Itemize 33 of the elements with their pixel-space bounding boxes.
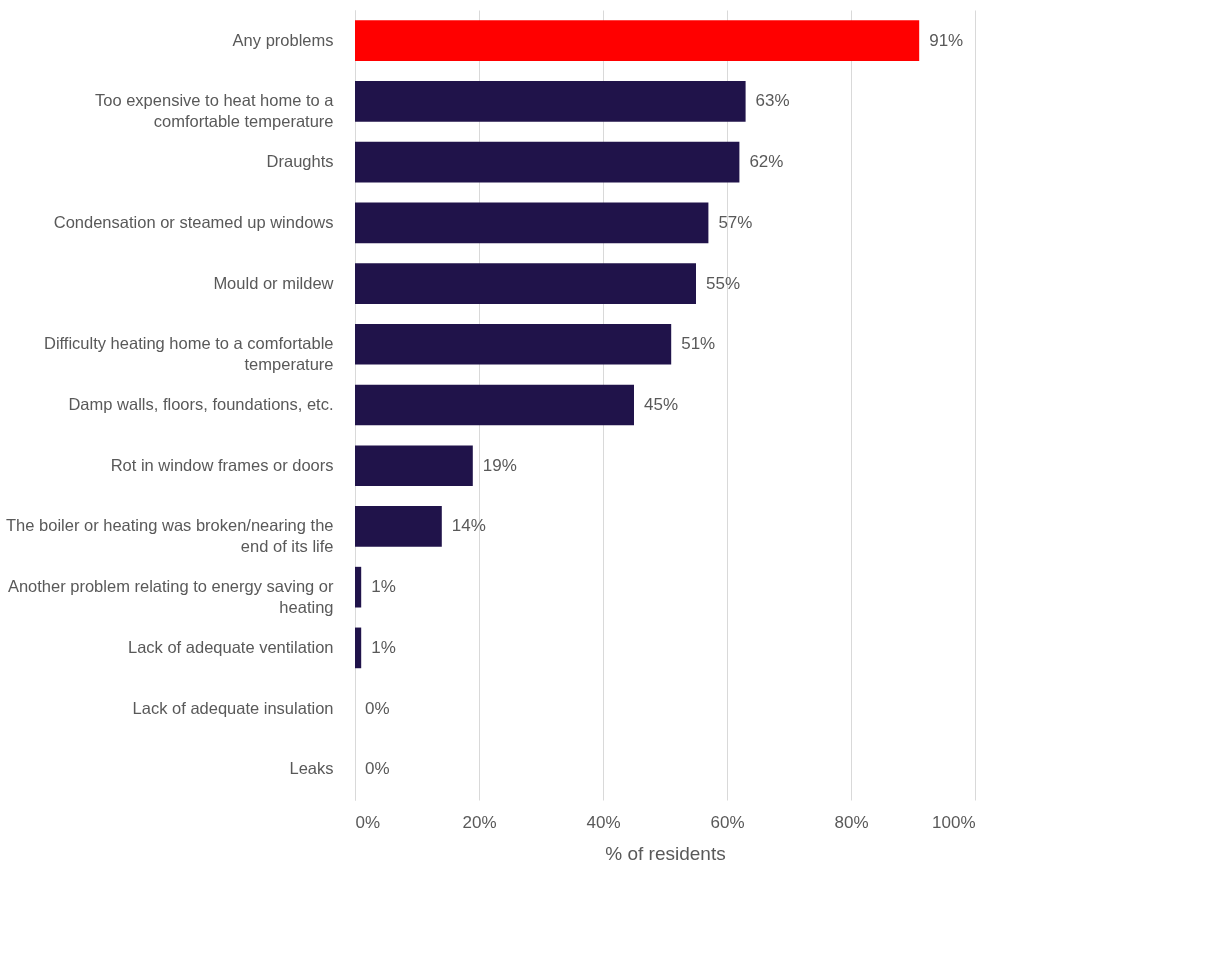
data-label: 45% <box>644 395 679 414</box>
y-tick-label: Lack of adequate insulation <box>132 698 334 717</box>
data-label: 1% <box>371 577 396 597</box>
y-tick-label: Draughts <box>266 152 334 171</box>
y-tick-label: Another problem relating to energy saving or heating <box>7 577 334 617</box>
x-tick-label: 0% <box>355 812 381 832</box>
data-label: 0% <box>365 759 390 779</box>
y-tick-label: Rot in window frames or doors <box>110 455 334 474</box>
data-label: 55% <box>706 273 741 293</box>
y-tick-label: Too expensive to heat home to a comfortable temperature <box>95 91 335 131</box>
data-label: 91% <box>929 30 964 50</box>
y-tick-label: Any problems <box>232 30 334 49</box>
data-label: 57% <box>718 212 753 232</box>
y-tick-label: Lack of adequate ventilation <box>128 637 334 656</box>
y-tick-label: Condensation or steamed up windows <box>53 212 334 231</box>
y-tick-label: Leaks <box>289 759 334 778</box>
y-tick-label: The boiler or heating was broken/nearing the end of its life <box>6 516 334 556</box>
y-tick-label: Damp walls, floors, foundations, etc. <box>68 395 334 413</box>
x-tick-label: 80% <box>834 812 869 832</box>
x-tick-label: 20% <box>462 812 497 832</box>
x-tick-label: 40% <box>586 812 621 832</box>
y-tick-label: Mould or mildew <box>213 273 334 292</box>
x-tick-label: 100% <box>932 812 976 832</box>
data-label: 62% <box>749 152 784 172</box>
data-label: 63% <box>755 91 790 111</box>
data-label: 1% <box>371 637 396 657</box>
y-tick-label: Difficulty heating home to a comfortable temperature <box>43 334 334 374</box>
data-label: 19% <box>482 455 517 475</box>
data-label: 51% <box>681 334 716 354</box>
x-axis-title: % of residents <box>605 842 726 864</box>
data-label: 14% <box>451 516 486 536</box>
x-tick-label: 60% <box>710 812 745 832</box>
data-label: 0% <box>365 698 390 718</box>
